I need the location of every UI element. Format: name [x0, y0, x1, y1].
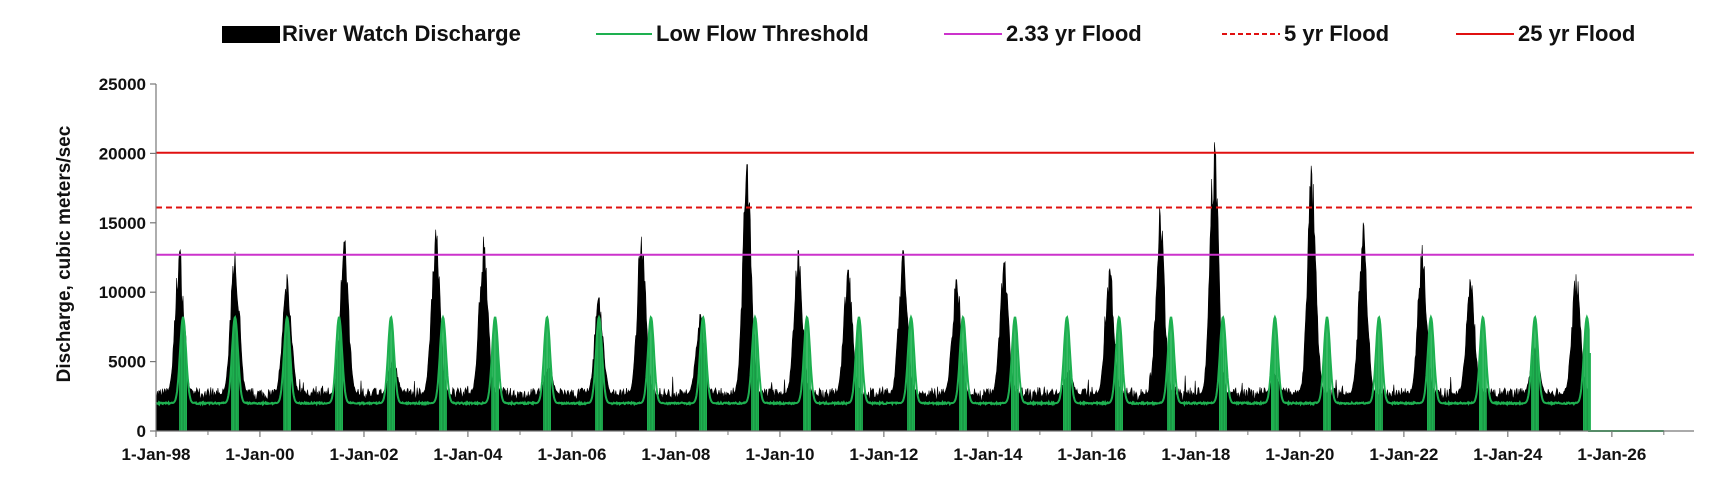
y-tick-label: 5000 [108, 353, 146, 372]
x-tick-label: 1-Jan-18 [1161, 445, 1230, 464]
legend-item-flood-5: 5 yr Flood [1222, 21, 1389, 46]
legend-label-low-flow: Low Flow Threshold [656, 21, 869, 46]
legend-item-flood-25: 25 yr Flood [1456, 21, 1635, 46]
x-tick-label: 1-Jan-26 [1577, 445, 1646, 464]
y-tick-label: 10000 [99, 283, 146, 302]
legend-label-flood-5: 5 yr Flood [1284, 21, 1389, 46]
plot-area: 0 5000 10000 15000 20000 25000 1-Jan-98 1-Jan-0… [99, 75, 1694, 464]
legend-label-flood-2-33: 2.33 yr Flood [1006, 21, 1142, 46]
y-axis-title: Discharge, cubic meters/sec [54, 125, 75, 382]
x-tick-label: 1-Jan-22 [1369, 445, 1438, 464]
y-tick-label: 20000 [99, 144, 146, 163]
x-tick-label: 1-Jan-08 [641, 445, 710, 464]
x-tick-label: 1-Jan-04 [433, 445, 503, 464]
legend-item-discharge: River Watch Discharge [222, 21, 521, 46]
legend-item-flood-2-33: 2.33 yr Flood [944, 21, 1142, 46]
x-tick-label: 1-Jan-24 [1473, 445, 1543, 464]
x-tick-label: 1-Jan-20 [1265, 445, 1334, 464]
x-tick-label: 1-Jan-00 [225, 445, 294, 464]
legend-item-low-flow: Low Flow Threshold [596, 21, 869, 46]
x-tick-label: 1-Jan-98 [122, 445, 191, 464]
y-tick-label: 0 [137, 422, 146, 441]
x-tick-label: 1-Jan-14 [953, 445, 1023, 464]
x-tick-label: 1-Jan-12 [849, 445, 918, 464]
legend-label-discharge: River Watch Discharge [282, 21, 521, 46]
legend-swatch-discharge [222, 26, 280, 43]
y-tick-label: 25000 [99, 75, 146, 94]
legend-label-flood-25: 25 yr Flood [1518, 21, 1635, 46]
x-tick-label: 1-Jan-16 [1057, 445, 1126, 464]
y-tick-label: 15000 [99, 214, 146, 233]
x-tick-label: 1-Jan-06 [537, 445, 606, 464]
legend: River Watch Discharge Low Flow Threshold… [222, 21, 1635, 46]
x-tick-label: 1-Jan-10 [745, 445, 814, 464]
x-tick-label: 1-Jan-02 [329, 445, 398, 464]
